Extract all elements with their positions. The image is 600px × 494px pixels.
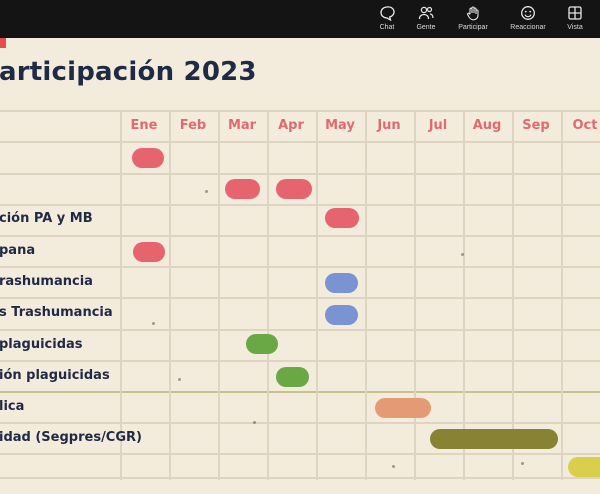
grid-line xyxy=(561,110,563,480)
gantt-bar xyxy=(325,273,358,293)
row-label: idad (Segpres/CGR) xyxy=(0,430,142,445)
people-label: Gente xyxy=(416,24,436,31)
row-label: ción PA y MB xyxy=(0,211,93,226)
month-header-sep: Sep xyxy=(522,118,550,133)
row-label: plaguicidas xyxy=(0,337,83,352)
grid-line xyxy=(0,297,600,299)
gantt-bar xyxy=(225,179,260,199)
row-label: ión plaguicidas xyxy=(0,368,110,383)
grid-line xyxy=(316,110,318,480)
grid-line xyxy=(0,173,600,175)
grid-line xyxy=(267,110,269,480)
paper-speck xyxy=(178,378,181,381)
chat-label: Chat xyxy=(379,24,395,31)
paper-speck xyxy=(521,462,524,465)
month-header-feb: Feb xyxy=(179,118,207,133)
people-button[interactable]: Gente xyxy=(407,5,445,31)
grid-view-icon xyxy=(568,6,582,20)
raise-hand-button[interactable]: Participar xyxy=(446,5,500,31)
gantt-bar xyxy=(132,148,164,168)
paper-speck xyxy=(205,190,208,193)
view-label: Vista xyxy=(567,24,583,31)
smiley-icon xyxy=(521,6,535,20)
react-button[interactable]: Reaccionar xyxy=(501,5,555,31)
row-label: lica xyxy=(0,399,25,414)
row-label: pana xyxy=(0,243,36,258)
month-header-jul: Jul xyxy=(428,118,448,133)
raise-hand-icon xyxy=(467,6,479,21)
grid-line xyxy=(0,266,600,268)
month-header-jun: Jun xyxy=(377,118,401,133)
month-header-may: May xyxy=(325,118,355,133)
raise-hand-label: Participar xyxy=(458,24,488,31)
grid-line xyxy=(0,422,600,424)
grid-line xyxy=(0,391,600,393)
gantt-bar xyxy=(375,398,431,418)
gantt-bar xyxy=(246,334,278,354)
grid-line xyxy=(169,110,171,480)
paper-speck xyxy=(392,465,395,468)
grid-line xyxy=(0,141,600,143)
grid-line xyxy=(365,110,367,480)
view-button[interactable]: Vista xyxy=(556,5,594,31)
paper-speck xyxy=(152,322,155,325)
react-label: Reaccionar xyxy=(510,24,546,31)
grid-line xyxy=(0,360,600,362)
month-header-ene: Ene xyxy=(130,118,158,133)
grid-line xyxy=(0,329,600,331)
grid-line xyxy=(120,110,122,480)
month-header-apr: Apr xyxy=(278,118,304,133)
grid-line xyxy=(0,110,600,112)
grid-line xyxy=(0,453,600,455)
chat-button[interactable]: Chat xyxy=(368,5,406,31)
grid-line xyxy=(0,477,600,479)
gantt-bar xyxy=(430,429,558,449)
grid-line xyxy=(0,235,600,237)
month-header-oct: Oct xyxy=(572,118,598,133)
row-label: s Trashumancia xyxy=(0,305,113,320)
grid-line xyxy=(463,110,465,480)
gantt-bar xyxy=(276,179,312,199)
gantt-bar xyxy=(133,242,165,262)
month-header-mar: Mar xyxy=(227,118,257,133)
gantt-bar xyxy=(325,305,358,325)
paper-speck xyxy=(253,421,256,424)
paper-speck xyxy=(461,253,464,256)
meeting-toolbar: Chat Gente Participar Reaccionar Vista xyxy=(0,0,600,38)
slide-title: articipación 2023 xyxy=(0,57,257,87)
month-header-aug: Aug xyxy=(472,118,502,133)
grid-line xyxy=(414,110,416,480)
gantt-bar xyxy=(276,367,309,387)
chat-icon xyxy=(380,6,395,21)
gantt-bar xyxy=(568,457,600,477)
row-label: rashumancia xyxy=(0,274,93,289)
people-icon xyxy=(418,6,434,20)
grid-line xyxy=(218,110,220,480)
slide-accent-mark xyxy=(0,38,6,48)
grid-line xyxy=(512,110,514,480)
gantt-bar xyxy=(325,208,359,228)
grid-line xyxy=(0,204,600,206)
